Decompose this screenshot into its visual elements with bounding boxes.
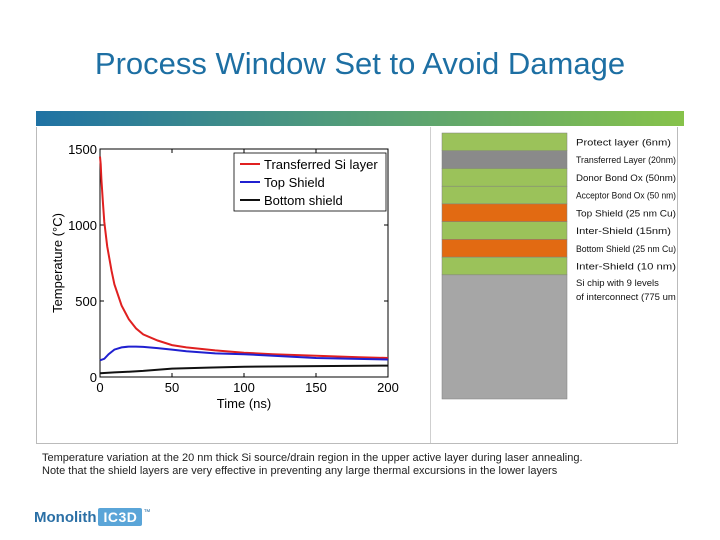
stack-layer <box>441 150 568 169</box>
y-tick-label: 1000 <box>68 218 97 233</box>
caption-line-2: Note that the shield layers are very eff… <box>42 465 558 477</box>
y-axis-label: Temperature (°C) <box>50 213 65 313</box>
monolithic3d-logo: Monolith IC3D ™ <box>34 506 150 528</box>
y-tick-label: 500 <box>75 294 97 309</box>
legend-label: Top Shield <box>264 175 325 190</box>
stack-layer <box>441 185 568 205</box>
y-tick-label: 0 <box>90 370 97 385</box>
stack-layer <box>441 221 568 240</box>
stack-layer-label: Donor Bond Ox (50nm) <box>576 173 676 184</box>
series-line-1 <box>99 156 389 359</box>
stack-layer-label: Bottom Shield (25 nm Cu) <box>576 244 676 255</box>
stack-layer-label: Protect layer (6nm) <box>576 137 671 148</box>
layer-stack-diagram: Protect layer (6nm) Transferred Layer (20… <box>441 132 676 400</box>
stack-layer <box>441 239 568 258</box>
stack-layer-label: Transferred Layer (20nm) <box>576 155 676 166</box>
temperature-chart: 0 50 100 150 200 0 500 1000 1500 Time (ns) Tempera… <box>50 142 399 411</box>
stack-layer-label: Si chip with 9 levels <box>576 278 659 289</box>
stack-layer <box>441 168 568 187</box>
series-line-2 <box>99 345 389 362</box>
x-tick-label: 150 <box>305 380 327 395</box>
stack-layer <box>441 256 568 276</box>
logo-trademark: ™ <box>143 509 151 516</box>
figure-divider <box>430 127 431 443</box>
x-tick-label: 200 <box>377 380 399 395</box>
stack-layer-label: of interconnect (775 um) <box>576 292 676 303</box>
stack-layer-label: Inter-Shield (10 nm) <box>576 262 676 273</box>
x-axis-label: Time (ns) <box>217 396 271 411</box>
title-gradient-bar <box>36 111 684 126</box>
series-line-3 <box>99 364 389 375</box>
stack-layer <box>441 274 568 400</box>
x-tick-label: 100 <box>233 380 255 395</box>
figure-caption: Temperature variation at the 20 nm thick… <box>42 452 682 478</box>
caption-line-1: Temperature variation at the 20 nm thick… <box>42 452 583 464</box>
stack-layer-label: Top Shield (25 nm Cu) <box>576 208 676 219</box>
stack-layer-label: Acceptor Bond Ox (50 nm) <box>576 191 676 202</box>
legend-label: Transferred Si layer <box>264 157 378 172</box>
logo-word: Monolith <box>34 508 97 526</box>
x-tick-label: 50 <box>165 380 179 395</box>
legend-label: Bottom shield <box>264 193 343 208</box>
stack-layer <box>441 203 568 222</box>
slide-title: Process Window Set to Avoid Damage <box>94 46 626 81</box>
stack-layer-label: Inter-Shield (15nm) <box>576 226 671 237</box>
y-tick-label: 1500 <box>68 142 97 157</box>
logo-box: IC3D <box>98 508 143 526</box>
x-tick-label: 0 <box>96 380 103 395</box>
stack-layer <box>441 132 568 151</box>
